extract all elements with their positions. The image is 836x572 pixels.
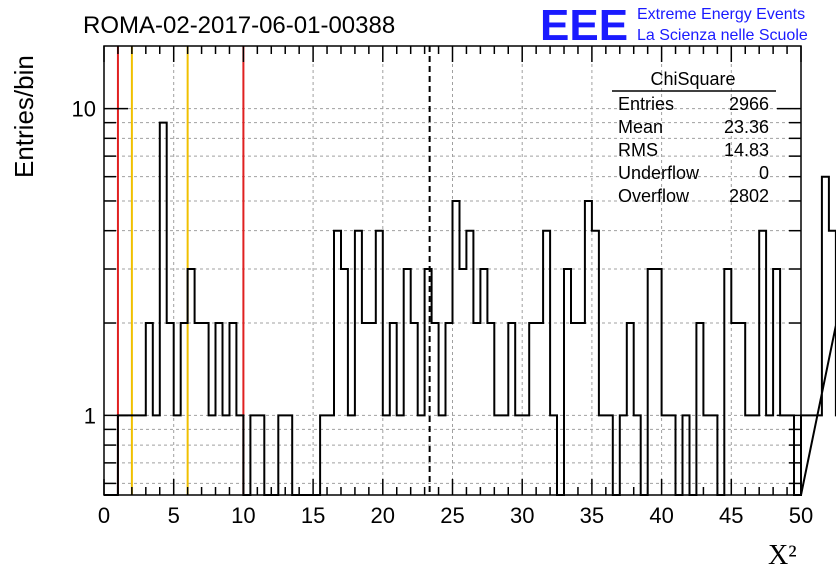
stats-value: 2802 [729, 186, 769, 206]
stats-value: 14.83 [724, 140, 769, 160]
y-tick-label: 10 [72, 97, 96, 122]
x-tick-labels: 0 5 10 15 20 25 30 35 40 45 50 [98, 503, 813, 528]
eee-logo-text: EEE [540, 1, 628, 50]
stats-label: Overflow [618, 186, 690, 206]
stats-label: Mean [618, 117, 663, 137]
stats-title: ChiSquare [650, 69, 735, 89]
logo-subtitle-1: Extreme Energy Events [637, 6, 805, 23]
stats-value: 2966 [729, 94, 769, 114]
logo-subtitle-2: La Scienza nelle Scuole [637, 27, 808, 44]
x-tick-label: 25 [440, 503, 464, 528]
x-tick-label: 10 [231, 503, 255, 528]
x-tick-label: 15 [301, 503, 325, 528]
x-tick-label: 50 [789, 503, 813, 528]
stats-label: RMS [618, 140, 658, 160]
x-tick-label: 40 [649, 503, 673, 528]
x-tick-label: 35 [580, 503, 604, 528]
stats-value: 0 [759, 163, 769, 183]
x-tick-label: 20 [371, 503, 395, 528]
stats-value: 23.36 [724, 117, 769, 137]
histogram-line [104, 121, 836, 496]
y-tick-labels: 1 10 [72, 97, 96, 429]
run-title: ROMA-02-2017-06-01-00388 [83, 12, 395, 39]
stats-box: ChiSquare Entries 2966 Mean 23.36 RMS 14… [612, 69, 776, 206]
x-tick-label: 5 [168, 503, 180, 528]
x-tick-label: 30 [510, 503, 534, 528]
x-tick-label: 0 [98, 503, 110, 528]
y-axis-label: Entries/bin [9, 55, 39, 178]
x-tick-label: 45 [719, 503, 743, 528]
y-tick-label: 1 [84, 403, 96, 428]
x-axis-label: X² [768, 540, 797, 571]
stats-label: Entries [618, 94, 674, 114]
reference-lines [116, 46, 431, 495]
stats-label: Underflow [618, 163, 700, 183]
axis-ticks [103, 46, 802, 495]
